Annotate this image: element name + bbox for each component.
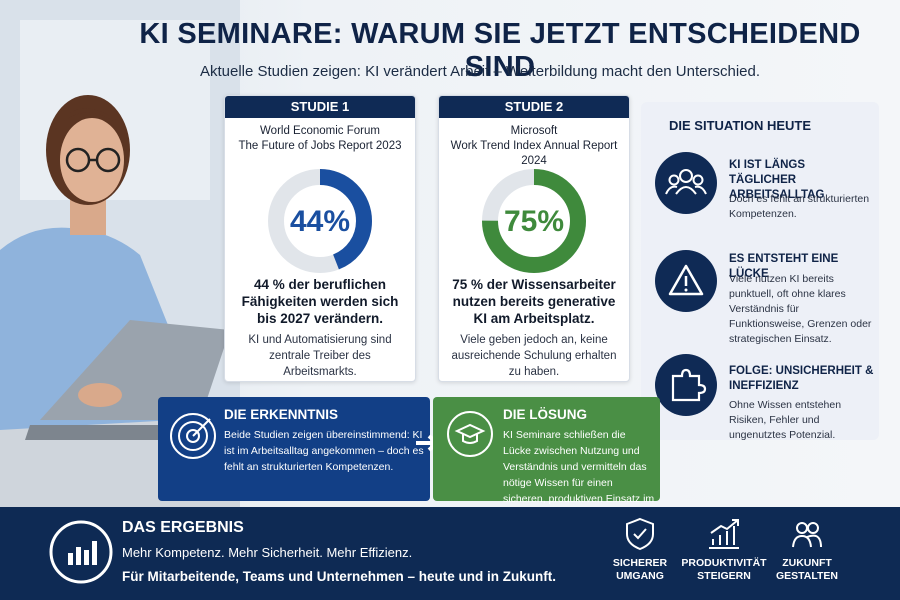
footer-line: Mehr Kompetenz. Mehr Sicherheit. Mehr Ef… — [122, 545, 413, 560]
study-headline: 44 % der beruflichen Fähigkeiten werden … — [241, 277, 399, 326]
icon-chart — [49, 520, 113, 584]
study-source: Microsoft Work Trend Index Annual Report … — [445, 124, 623, 169]
title: KI SEMINARE: WARUM SIE JETZT ENTSCHEIDEN… — [139, 18, 861, 83]
source-line: World Economic Forum — [260, 125, 380, 137]
situation-item-title: FOLGE: UNSICHERHEIT & INEFFIZIENZ — [729, 365, 874, 392]
donut: 75% — [482, 169, 586, 273]
situation-title: DIE SITUATION HEUTE — [669, 118, 812, 133]
icon-shield — [626, 517, 654, 551]
donut-label: 44% — [290, 205, 350, 238]
icon-graduation — [447, 411, 493, 457]
footer-title: DAS ERGEBNIS — [122, 519, 244, 536]
study-card: STUDIE 1 World Economic Forum The Future … — [224, 95, 416, 382]
study-headline: 75 % der Wissensarbeiter nutzen bereits … — [452, 277, 616, 326]
donut: 44% — [268, 169, 372, 273]
source-line: Work Trend Index Annual Report 2024 — [450, 140, 618, 167]
footer-icon-label: ZUKUNFT GESTALTEN — [775, 557, 839, 582]
donut-arc — [482, 169, 586, 273]
icon-growth — [709, 519, 739, 549]
icon-people — [655, 152, 717, 214]
study-card: STUDIE 2 Microsoft Work Trend Index Annua… — [438, 95, 630, 382]
photo — [0, 0, 240, 507]
study-tag: STUDIE 2 — [439, 96, 629, 118]
study-text: KI und Automatisierung sind zentrale Tre… — [248, 334, 392, 378]
situation-item-title: ES ENTSTEHT EINE LÜCKE — [729, 253, 839, 280]
subtitle: Aktuelle Studien zeigen: KI verändert Ar… — [199, 63, 761, 80]
footer-icon-label: PRODUKTIVITÄT STEIGERN — [681, 557, 767, 582]
situation-item-text: Ohne Wissen entstehen Risiken, Fehler un… — [729, 399, 842, 441]
icon-puzzle — [655, 354, 717, 416]
footer: DAS ERGEBNIS Mehr Kompetenz. Mehr Sicher… — [0, 507, 900, 600]
situation-panel: DIE SITUATION HEUTE KI IST LÄNGS TÄGLICH… — [641, 102, 879, 441]
icon-people — [792, 522, 822, 548]
footer-icon-label: SICHERER UMGANG — [612, 557, 668, 582]
situation-item-text: Doch es fehlt an strukturierten Kompeten… — [729, 193, 870, 220]
source-line: Microsoft — [510, 125, 558, 137]
solution-title: DIE LÖSUNG — [503, 407, 588, 422]
insight-text: Beide Studien zeigen übereinstimmend: KI… — [224, 429, 424, 473]
footer-line: Für Mitarbeitende, Teams und Unternehmen… — [122, 569, 557, 584]
insight-title: DIE ERKENNTNIS — [224, 407, 339, 422]
donut-arc — [268, 169, 372, 273]
study-source: World Economic Forum The Future of Jobs R… — [231, 124, 409, 154]
solution-box: DIE LÖSUNG KI Seminare schließen die Lüc… — [433, 397, 660, 521]
study-text: Viele geben jedoch an, keine ausreichend… — [451, 334, 617, 378]
situation-item-title: KI IST LÄNGS TÄGLICHER ARBEITSALLTAG — [729, 159, 825, 201]
icon-warning — [655, 250, 717, 312]
donut-label: 75% — [504, 205, 564, 238]
icon-target — [170, 413, 216, 459]
insight-box: DIE ERKENNTNIS Beide Studien zeigen über… — [158, 397, 430, 501]
source-line: The Future of Jobs Report 2023 — [238, 140, 402, 152]
situation-item-text: Viele nutzen KI bereits punktuell, oft o… — [729, 273, 872, 345]
study-tag: STUDIE 1 — [225, 96, 415, 118]
